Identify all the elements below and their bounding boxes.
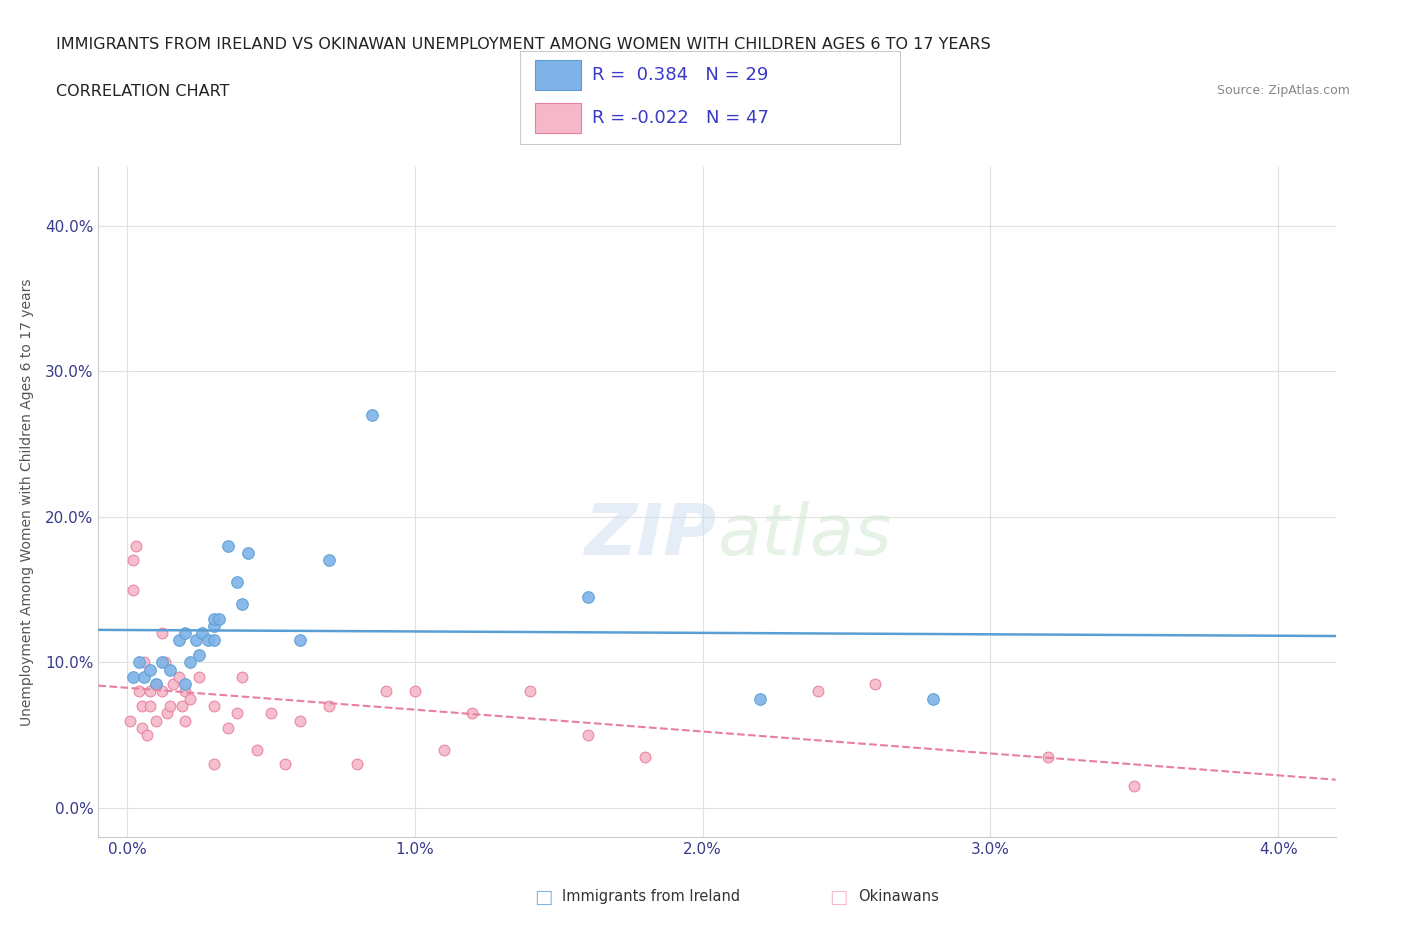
- Point: [576, 727, 599, 742]
- Point: [188, 647, 211, 662]
- Text: R =  0.384   N = 29: R = 0.384 N = 29: [592, 66, 769, 85]
- Point: [145, 677, 167, 692]
- Point: [576, 590, 599, 604]
- Point: [197, 633, 219, 648]
- Point: [145, 677, 167, 692]
- Point: [191, 626, 214, 641]
- Point: [202, 611, 225, 626]
- Point: [162, 677, 184, 692]
- Point: [159, 662, 181, 677]
- Point: [202, 698, 225, 713]
- Point: [375, 684, 398, 698]
- Point: [202, 633, 225, 648]
- Text: □: □: [830, 888, 848, 907]
- Point: [1123, 778, 1146, 793]
- Point: [433, 742, 456, 757]
- Point: [145, 713, 167, 728]
- Point: [136, 727, 159, 742]
- Point: [404, 684, 426, 698]
- Y-axis label: Unemployment Among Women with Children Ages 6 to 17 years: Unemployment Among Women with Children A…: [20, 278, 34, 726]
- Point: [173, 626, 195, 641]
- Text: Source: ZipAtlas.com: Source: ZipAtlas.com: [1216, 84, 1350, 97]
- Point: [208, 611, 231, 626]
- Point: [186, 633, 208, 648]
- Point: [134, 670, 156, 684]
- Point: [202, 757, 225, 772]
- Point: [519, 684, 541, 698]
- Text: atlas: atlas: [717, 501, 891, 570]
- Point: [131, 698, 153, 713]
- Point: [231, 670, 253, 684]
- Point: [139, 684, 162, 698]
- Point: [167, 633, 190, 648]
- Point: [139, 698, 162, 713]
- Point: [318, 553, 340, 568]
- Point: [122, 670, 145, 684]
- Point: [225, 706, 247, 721]
- Point: [173, 677, 195, 692]
- Text: ZIP: ZIP: [585, 501, 717, 570]
- Point: [749, 691, 772, 706]
- Point: [225, 575, 247, 590]
- Text: CORRELATION CHART: CORRELATION CHART: [56, 84, 229, 99]
- Point: [260, 706, 283, 721]
- Point: [156, 706, 179, 721]
- Point: [318, 698, 340, 713]
- Point: [217, 538, 239, 553]
- Point: [634, 750, 657, 764]
- Point: [131, 721, 153, 736]
- Point: [274, 757, 297, 772]
- Point: [167, 670, 190, 684]
- Point: [807, 684, 830, 698]
- Point: [360, 407, 382, 422]
- Point: [125, 538, 148, 553]
- Point: [188, 670, 211, 684]
- Point: [139, 662, 162, 677]
- Point: [231, 597, 253, 612]
- Point: [153, 655, 176, 670]
- Text: □: □: [534, 888, 553, 907]
- Point: [346, 757, 368, 772]
- Point: [170, 698, 193, 713]
- Point: [134, 655, 156, 670]
- Point: [865, 677, 887, 692]
- Bar: [536, 103, 581, 133]
- Point: [159, 698, 181, 713]
- Point: [173, 684, 195, 698]
- Point: [179, 655, 201, 670]
- Point: [288, 633, 311, 648]
- Point: [288, 713, 311, 728]
- Point: [173, 713, 195, 728]
- Point: [150, 626, 173, 641]
- Point: [128, 655, 150, 670]
- Point: [128, 684, 150, 698]
- Point: [202, 618, 225, 633]
- Point: [150, 684, 173, 698]
- Point: [1036, 750, 1059, 764]
- Point: [179, 691, 201, 706]
- Point: [236, 546, 259, 561]
- Text: IMMIGRANTS FROM IRELAND VS OKINAWAN UNEMPLOYMENT AMONG WOMEN WITH CHILDREN AGES : IMMIGRANTS FROM IRELAND VS OKINAWAN UNEM…: [56, 37, 991, 52]
- Point: [921, 691, 943, 706]
- Point: [150, 655, 173, 670]
- Point: [120, 713, 142, 728]
- Point: [217, 721, 239, 736]
- Point: [246, 742, 269, 757]
- Point: [122, 553, 145, 568]
- Bar: [536, 60, 581, 90]
- Text: R = -0.022   N = 47: R = -0.022 N = 47: [592, 109, 769, 127]
- Point: [122, 582, 145, 597]
- Text: Immigrants from Ireland: Immigrants from Ireland: [562, 889, 741, 904]
- Point: [461, 706, 484, 721]
- Text: Okinawans: Okinawans: [858, 889, 939, 904]
